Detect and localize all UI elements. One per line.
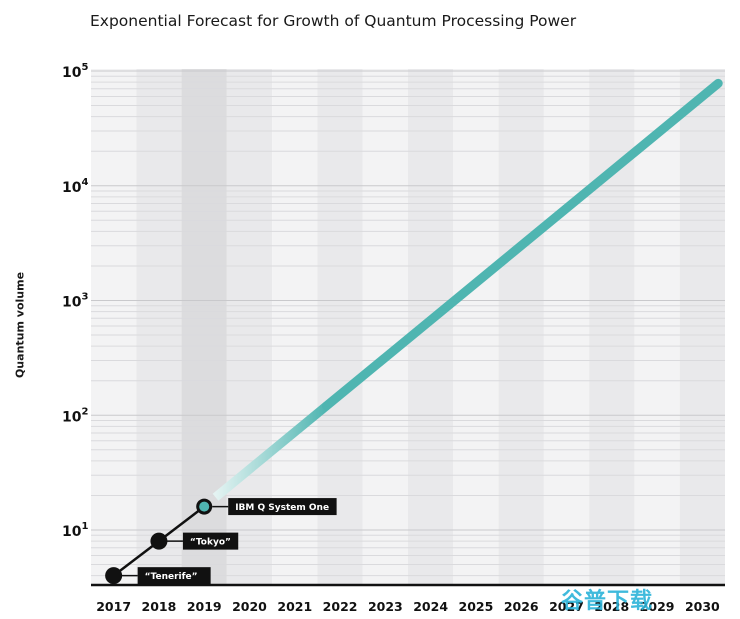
x-tick-label: 2028 xyxy=(594,599,629,614)
point-callouts: “Tenerife” “Tokyo” IBM Q System One xyxy=(121,498,337,585)
measured-series xyxy=(105,498,213,585)
year-band-2027 xyxy=(543,69,590,585)
forecast-line xyxy=(321,78,723,411)
chart-title: Exponential Forecast for Growth of Quant… xyxy=(90,12,577,30)
year-band-2025 xyxy=(453,69,499,585)
year-band-2030 xyxy=(679,69,725,585)
measured-line-segment xyxy=(112,540,160,577)
callout-box xyxy=(228,498,337,516)
forecast-fade-segment xyxy=(212,402,330,501)
x-tick-label: 2027 xyxy=(549,599,584,614)
y-tick-label: 105 xyxy=(62,62,88,81)
data-point-2017 xyxy=(105,567,123,585)
x-tick-label: 2018 xyxy=(142,599,177,614)
measured-line-segment xyxy=(158,505,205,543)
x-tick-label: 2026 xyxy=(504,599,539,614)
y-tick-label: 101 xyxy=(62,521,88,540)
year-band-2017 xyxy=(91,69,137,585)
year-band-2028 xyxy=(589,69,635,585)
watermark-text: 谷普下载 xyxy=(561,589,654,614)
grid-lines xyxy=(91,70,725,577)
x-tick-label: 2021 xyxy=(277,599,312,614)
data-point-2019 xyxy=(199,501,210,512)
callout-box xyxy=(182,532,239,550)
x-tick-label: 2020 xyxy=(232,599,267,614)
x-tick-label: 2023 xyxy=(368,599,403,614)
x-tick-label: 2019 xyxy=(187,599,222,614)
x-tick-label: 2022 xyxy=(323,599,358,614)
y-tick-labels: 101 102 103 104 105 xyxy=(62,62,88,540)
callout-box xyxy=(137,567,211,585)
callout-label: “Tokyo” xyxy=(190,537,231,547)
x-tick-label: 2017 xyxy=(96,599,131,614)
data-point-2018 xyxy=(150,532,168,550)
year-band-2024 xyxy=(408,69,454,585)
y-tick-label: 102 xyxy=(62,406,88,425)
year-band-2023 xyxy=(362,69,408,585)
x-tick-label: 2024 xyxy=(413,599,448,614)
y-tick-label: 104 xyxy=(62,177,88,196)
x-tick-label: 2029 xyxy=(640,599,675,614)
callout-label: “Tenerife” xyxy=(145,572,198,582)
year-band-2029 xyxy=(634,69,680,585)
x-tick-label: 2025 xyxy=(459,599,494,614)
y-tick-label: 103 xyxy=(62,292,88,311)
callout-label: IBM Q System One xyxy=(235,503,329,513)
forecast-series xyxy=(212,78,723,501)
year-band-2026 xyxy=(498,69,544,585)
year-band-2018 xyxy=(136,69,182,585)
column-bands xyxy=(91,69,725,585)
x-tick-labels: 2017 2018 2019 2020 2021 2022 2023 2024 2025 2026… xyxy=(96,599,720,614)
x-tick-label: 2030 xyxy=(685,599,720,614)
